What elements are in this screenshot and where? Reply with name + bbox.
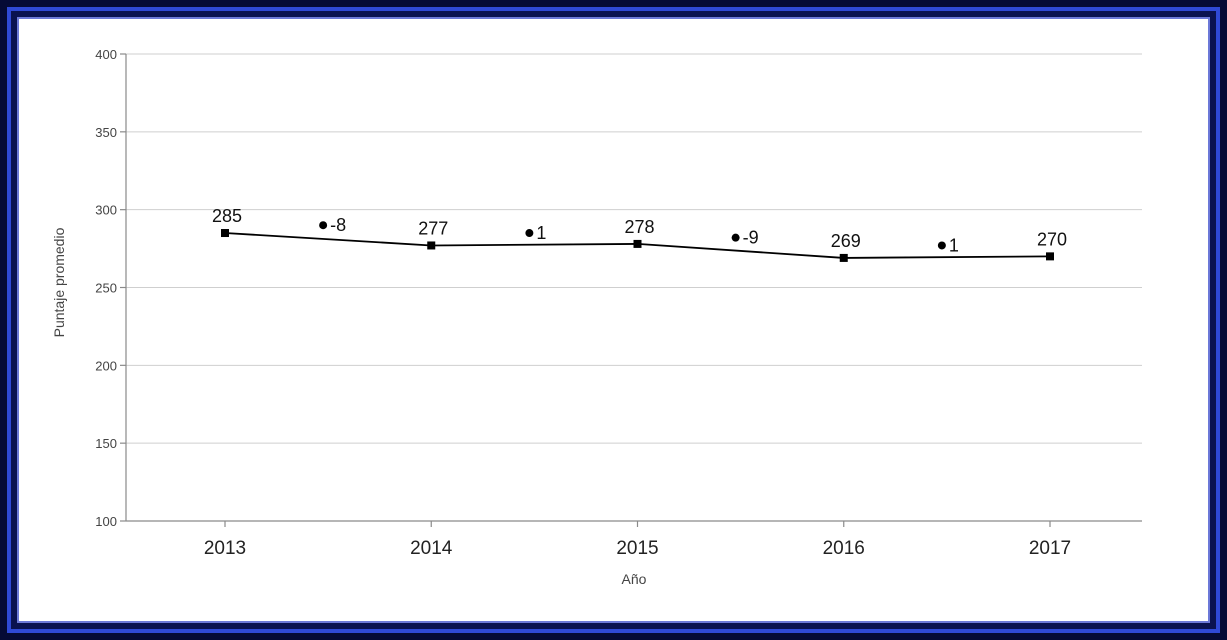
x-tick-label-2017: 2017 <box>1029 538 1071 559</box>
y-tick-label-200: 200 <box>95 358 117 373</box>
y-tick-label-350: 350 <box>95 125 117 140</box>
data-point-2013 <box>221 229 229 238</box>
x-tick-label-2013: 2013 <box>204 538 246 559</box>
data-point-2014 <box>427 241 436 250</box>
x-tick-label-2015: 2015 <box>616 538 658 559</box>
x-axis-title: Año <box>622 571 647 587</box>
y-axis-ticks: 100 150 200 250 300 350 400 <box>95 47 126 529</box>
difference-marker-4 <box>937 241 946 250</box>
difference-marker-3 <box>731 233 740 242</box>
y-tick-label-150: 150 <box>95 436 117 451</box>
y-tick-label-100: 100 <box>95 514 117 529</box>
x-axis-ticks: 2013 2014 2015 2016 2017 <box>204 521 1071 559</box>
difference-label-3: -9 <box>743 228 759 248</box>
series: 285 277 278 269 270 <box>212 206 1067 262</box>
data-label-2013: 285 <box>212 206 242 226</box>
difference-label-1: -8 <box>330 215 346 235</box>
y-axis-title: Puntaje promedio <box>51 227 67 337</box>
y-tick-label-250: 250 <box>95 281 117 296</box>
data-label-2014: 277 <box>418 218 448 238</box>
difference-marker-1 <box>319 221 328 230</box>
chart-panel <box>17 17 1210 623</box>
grid <box>126 53 1142 444</box>
x-tick-label-2014: 2014 <box>410 538 453 559</box>
data-point-2016 <box>839 253 848 262</box>
difference-marker-2 <box>525 229 534 238</box>
data-label-2015: 278 <box>624 217 654 237</box>
data-point-2017 <box>1046 252 1054 261</box>
y-tick-label-300: 300 <box>95 203 117 218</box>
data-point-2015 <box>633 239 642 248</box>
x-tick-label-2016: 2016 <box>823 538 865 559</box>
difference-label-2: 1 <box>536 223 546 243</box>
data-label-2016: 269 <box>831 231 861 251</box>
difference-label-4: 1 <box>949 235 959 255</box>
difference-markers: -8 1 -9 1 <box>319 215 959 255</box>
chart-frame-border <box>7 7 1220 633</box>
data-label-2017: 270 <box>1037 229 1067 249</box>
y-tick-label-400: 400 <box>95 47 117 62</box>
